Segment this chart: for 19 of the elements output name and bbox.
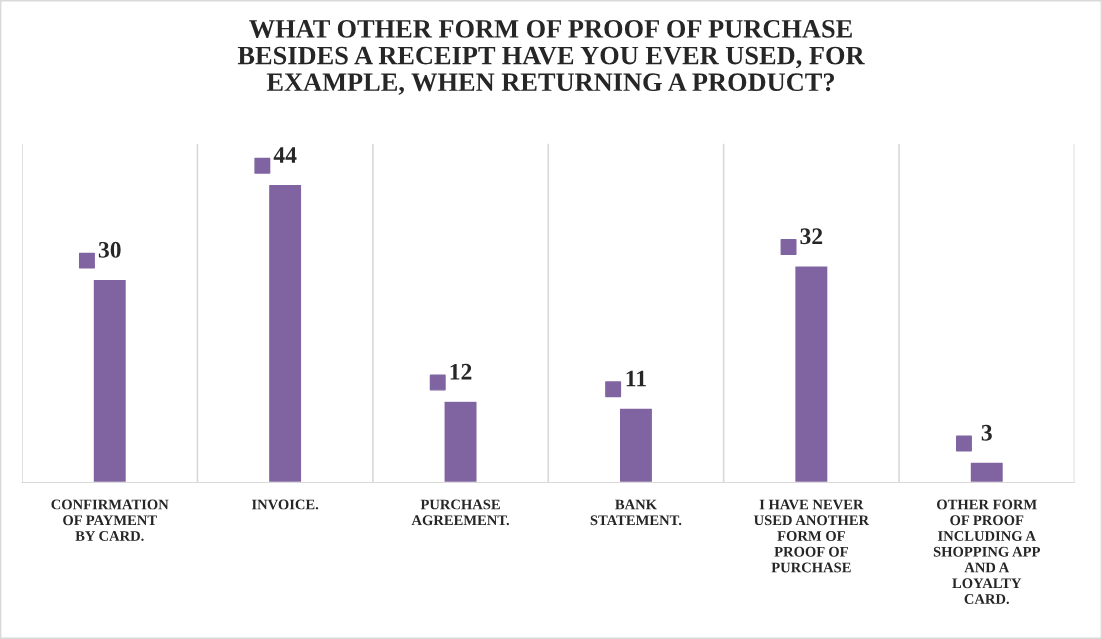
x-tick-label: OTHER FORM OF PROOF INCLUDING A SHOPPING APP AND A LOYALTY CARD. [933, 499, 1041, 604]
bar [92, 278, 128, 483]
x-tick-label: INVOICE. [251, 499, 319, 510]
data-label: 32 [800, 228, 823, 245]
data-label: 44 [273, 147, 297, 163]
data-label: 12 [450, 363, 472, 380]
bar [618, 407, 654, 483]
data-label: 30 [98, 241, 121, 258]
x-tick-label: I HAVE NEVER USED ANOTHER FORM OF PROOF OF PURCHASE [753, 499, 870, 573]
x-tick-label: CONFIRMATION OF PAYMENT BY CARD. [51, 499, 169, 541]
data-label: 3 [981, 424, 992, 441]
x-tick-label: PURCHASE AGREEMENT. [411, 499, 509, 526]
bar [443, 400, 478, 483]
bar [793, 265, 829, 483]
x-tick-label: BANK STATEMENT. [590, 499, 682, 526]
chart-title: WHAT OTHER FORM OF PROOF OF PURCHASE BESIDES A RECEIPT HAVE YOU EVER USED, FOR EXAMPLE, WHEN RETURNING A PRODUCT? [237, 20, 865, 95]
data-label: 11 [626, 370, 646, 387]
bar [969, 461, 1005, 483]
bar [267, 183, 303, 483]
